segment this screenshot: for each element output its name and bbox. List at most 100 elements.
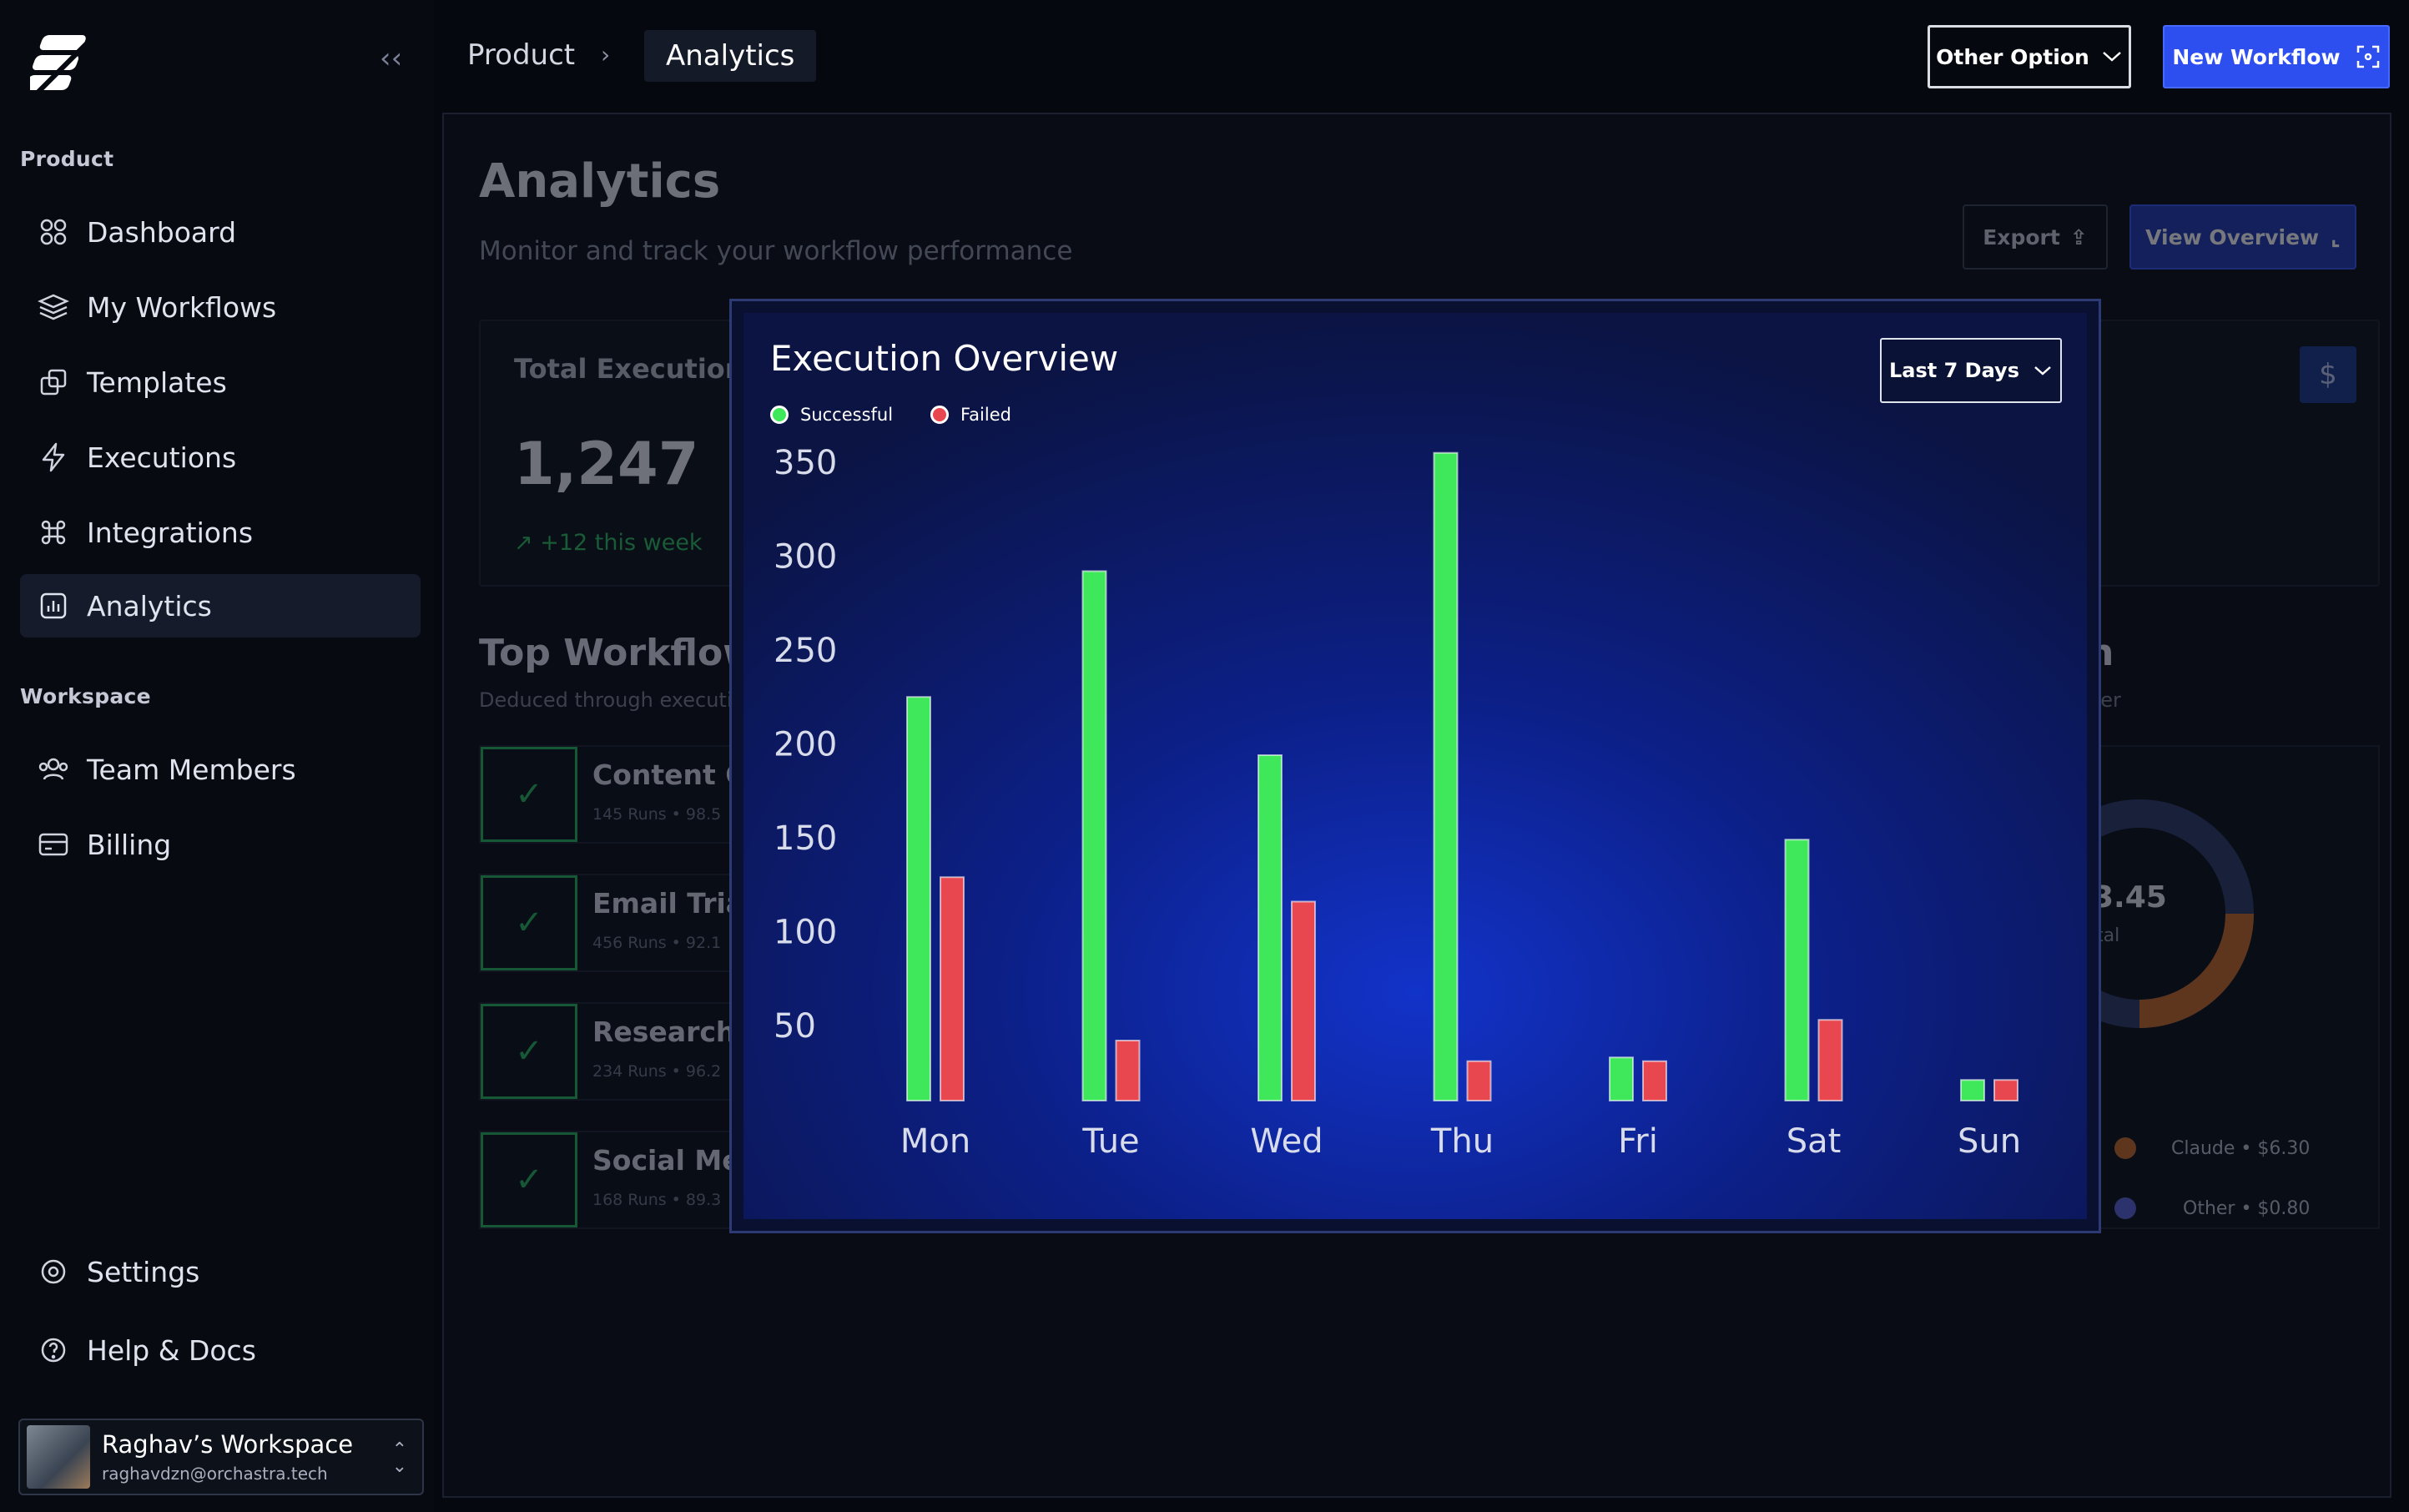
app-logo-icon[interactable] — [30, 32, 97, 93]
sidebar-item-label: Templates — [87, 365, 227, 399]
bar-successful — [1609, 1056, 1634, 1101]
workspace-name: Raghav’s Workspace — [102, 1430, 354, 1459]
view-overview-label: View Overview — [2145, 224, 2320, 249]
users-icon — [37, 753, 70, 786]
sidebar-item-label: Help & Docs — [87, 1333, 256, 1367]
check-icon: ✓ — [481, 1004, 577, 1099]
sidebar-item-help[interactable]: Help & Docs — [20, 1318, 421, 1382]
chevron-down-icon — [2034, 366, 2051, 375]
bar-successful — [1081, 570, 1107, 1101]
workspace-switcher[interactable]: Raghav’s Workspace raghavdzn@orchastra.t… — [18, 1419, 424, 1495]
y-tick-label: 50 — [774, 1007, 816, 1046]
legend-label: Claude • $6.30 — [2171, 1137, 2311, 1159]
bar-successful — [906, 696, 931, 1101]
workflow-meta: 168 Runs • 89.3 — [592, 1191, 722, 1209]
sidebar-item-analytics[interactable]: Analytics — [20, 574, 421, 638]
y-tick-label: 300 — [774, 538, 837, 577]
sidebar-item-templates[interactable]: Templates — [20, 350, 421, 414]
sidebar-item-label: Executions — [87, 441, 237, 474]
breadcrumb-product[interactable]: Product — [467, 38, 576, 72]
sidebar-item-label: Integrations — [87, 516, 254, 549]
bar-failed — [1993, 1079, 2018, 1101]
collapse-sidebar-icon[interactable]: ‹‹ — [380, 42, 403, 75]
bar-successful — [1784, 839, 1810, 1101]
bolt-icon — [37, 441, 70, 474]
page-subtitle: Monitor and track your workflow performa… — [479, 236, 1073, 266]
date-range-label: Last 7 Days — [1889, 359, 2019, 382]
x-tick-label: Sat — [1787, 1122, 1842, 1161]
view-overview-button[interactable]: View Overview ⌞ — [2129, 204, 2356, 270]
chart-icon — [37, 589, 70, 622]
other-option-dropdown[interactable]: Other Option — [1928, 25, 2131, 88]
bar-successful — [1960, 1079, 1985, 1101]
check-icon: ✓ — [481, 1132, 577, 1227]
sidebar-item-integrations[interactable]: Integrations — [20, 501, 421, 564]
other-option-label: Other Option — [1936, 44, 2089, 69]
grid-icon — [37, 215, 70, 249]
sidebar-item-settings[interactable]: Settings — [20, 1240, 421, 1303]
focus-frame-icon — [2356, 45, 2379, 68]
sidebar-item-my-workflows[interactable]: My Workflows — [20, 275, 421, 339]
command-icon — [37, 516, 70, 549]
bar-successful — [1257, 754, 1283, 1101]
bar-failed — [1115, 1040, 1141, 1101]
donut-chart — [2089, 799, 2254, 1028]
bar-failed — [1466, 1060, 1492, 1101]
upload-icon: ⇪ — [2069, 224, 2088, 249]
top-workflows-subtitle: Deduced through executi — [479, 688, 733, 712]
legend-label: Failed — [960, 405, 1011, 425]
stat-value: 1,247 — [514, 430, 699, 498]
date-range-dropdown[interactable]: Last 7 Days — [1880, 338, 2062, 403]
modal-panel: Execution Overview Successful Failed Las… — [743, 313, 2087, 1219]
breadcrumb-current: Analytics — [644, 30, 817, 82]
red-dot-icon — [930, 406, 949, 424]
dot-icon — [2114, 1137, 2136, 1159]
legend-failed: Failed — [930, 405, 1011, 425]
chevron-up-down-icon: ⌃ ⌄ — [391, 1439, 407, 1477]
new-workflow-button[interactable]: New Workflow — [2163, 25, 2390, 88]
stat-delta: ↗ +12 this week — [514, 530, 703, 556]
x-tick-label: Mon — [900, 1122, 970, 1161]
top-workflows-title: Top Workflows — [479, 632, 779, 674]
bar-failed — [1642, 1060, 1667, 1101]
legend-item: Other • $0.80 — [2114, 1197, 2310, 1219]
y-tick-label: 200 — [774, 726, 837, 764]
sidebar-item-billing[interactable]: Billing — [20, 813, 421, 876]
help-icon — [37, 1333, 70, 1367]
sidebar-item-label: Analytics — [87, 589, 212, 622]
export-button[interactable]: Export ⇪ — [1963, 204, 2108, 270]
legend-label: Other • $0.80 — [2183, 1197, 2311, 1219]
x-tick-label: Wed — [1250, 1122, 1323, 1161]
check-icon: ✓ — [481, 875, 577, 970]
sidebar-item-executions[interactable]: Executions — [20, 426, 421, 489]
layers-icon — [37, 290, 70, 324]
workflow-meta: 456 Runs • 92.1 — [592, 934, 722, 952]
x-tick-label: Tue — [1081, 1122, 1139, 1161]
stat-delta-text: +12 this week — [540, 530, 703, 556]
y-tick-label: 350 — [774, 444, 837, 482]
workflow-meta: 145 Runs • 98.5 — [592, 805, 722, 824]
chevron-down-icon — [2102, 52, 2121, 62]
green-dot-icon — [770, 406, 789, 424]
y-tick-label: 250 — [774, 632, 837, 670]
dot-icon — [2114, 1197, 2136, 1219]
x-tick-label: Fri — [1618, 1122, 1658, 1161]
legend-successful: Successful — [770, 405, 893, 425]
card-icon — [37, 828, 70, 861]
new-workflow-label: New Workflow — [2172, 44, 2341, 69]
avatar — [27, 1425, 90, 1489]
currency-icon: $ — [2300, 346, 2356, 403]
donut-total: 3.45 — [2093, 880, 2167, 915]
y-tick-label: 150 — [774, 819, 837, 858]
sidebar-item-dashboard[interactable]: Dashboard — [20, 200, 421, 264]
x-tick-label: Sun — [1958, 1122, 2021, 1161]
sidebar: ‹‹ Product Dashboard My Workflows Templa… — [0, 0, 434, 1512]
chart-title: Execution Overview — [770, 338, 1119, 379]
sidebar-item-label: Team Members — [87, 753, 296, 786]
section-title-workspace: Workspace — [20, 684, 151, 708]
legend-item: Claude • $6.30 — [2114, 1137, 2310, 1159]
sidebar-item-team-members[interactable]: Team Members — [20, 738, 421, 801]
stat-label: Total Executions — [514, 353, 760, 385]
sidebar-item-label: Billing — [87, 828, 172, 861]
copy-icon — [37, 365, 70, 399]
